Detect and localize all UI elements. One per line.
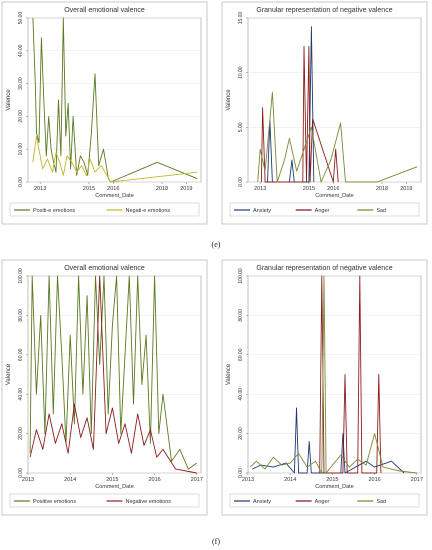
x-tick-label: 2013 [22, 477, 34, 483]
legend-entry: Negati-e emotions [126, 208, 171, 214]
x-tick-label: 2015 [326, 477, 338, 483]
x-axis-label: Comment_Date [315, 484, 354, 490]
caption-f: (f) [212, 537, 220, 546]
y-tick-label: 60.00 [238, 348, 244, 361]
y-tick-label: 40.00 [18, 44, 24, 57]
legend-box [9, 202, 200, 217]
legend-box [229, 202, 420, 217]
y-tick-label: 5.00 [238, 122, 244, 132]
legend-entry: Anxiety [253, 208, 271, 214]
y-axis-label: Valence [226, 363, 232, 385]
legend-box [9, 493, 200, 508]
x-tick-label: 2015 [106, 477, 118, 483]
y-tick-label: 30.00 [18, 77, 24, 90]
chart-title: Overall emotional valence [64, 7, 145, 14]
x-axis-label: Comment_Date [95, 193, 134, 199]
chart-title: Granular representation of negative vale… [256, 7, 392, 14]
x-tick-label: 2017 [411, 477, 423, 483]
y-tick-label: 0.00 [18, 177, 24, 187]
series-line-0 [252, 407, 405, 474]
x-tick-label: 2013 [254, 186, 266, 192]
x-tick-label: 2018 [376, 186, 388, 192]
x-tick-label: 2017 [191, 477, 203, 483]
legend-entry: Anger [315, 208, 330, 214]
y-tick-label: 15.00 [238, 12, 244, 25]
y-tick-label: 0.00 [238, 468, 244, 478]
y-tick-label: 0.00 [18, 468, 24, 478]
chart-title: Overall emotional valence [64, 265, 145, 272]
series-line-1 [29, 275, 197, 474]
x-axis-label: Comment_Date [95, 484, 134, 490]
x-tick-label: 2016 [107, 186, 119, 192]
y-tick-label: 20.00 [18, 110, 24, 123]
y-tick-label: 50.00 [18, 12, 24, 25]
legend-entry: Negative emotions [126, 499, 172, 505]
y-tick-label: 40.00 [238, 388, 244, 401]
y-tick-label: 10.00 [238, 66, 244, 79]
chart-title: Granular representation of negative vale… [256, 265, 392, 272]
chart-panel-0: Overall emotional valence 0.00 10.00 20.00 3… [1, 1, 208, 225]
plot-area [27, 17, 202, 183]
series-line-1 [32, 135, 198, 183]
x-tick-label: 2014 [284, 477, 296, 483]
series-line-0 [29, 275, 198, 470]
y-tick-label: 100.00 [18, 268, 24, 284]
x-tick-label: 2015 [303, 186, 315, 192]
legend-box [229, 493, 420, 508]
series-line-0 [267, 26, 315, 183]
x-tick-label: 2016 [368, 477, 380, 483]
x-tick-label: 2018 [156, 186, 168, 192]
x-tick-label: 2019 [180, 186, 192, 192]
legend-entry: Sad [376, 208, 386, 214]
legend-entry: Anxiety [253, 499, 271, 505]
y-axis-label: Valence [6, 89, 12, 111]
x-tick-label: 2016 [148, 477, 160, 483]
x-tick-label: 2014 [64, 477, 76, 483]
series-line-2 [257, 91, 418, 183]
y-tick-label: 20.00 [18, 427, 24, 440]
legend-entry: Positi-e emotions [33, 208, 75, 214]
series-line-2 [249, 275, 417, 474]
y-axis-label: Valence [6, 363, 12, 385]
series-line-1 [319, 275, 382, 474]
chart-panel-2: Overall emotional valence 0.00 20.00 40.00 6… [1, 259, 208, 516]
x-tick-label: 2015 [83, 186, 95, 192]
x-axis-label: Comment_Date [315, 193, 354, 199]
x-tick-label: 2013 [242, 477, 254, 483]
caption-e: (e) [211, 240, 221, 249]
y-axis-label: Valence [226, 89, 232, 111]
y-tick-label: 60.00 [18, 348, 24, 361]
plot-area [247, 17, 422, 183]
x-tick-label: 2016 [327, 186, 339, 192]
y-tick-label: 100.00 [238, 268, 244, 284]
y-tick-label: 40.00 [18, 388, 24, 401]
series-line-0 [32, 17, 198, 183]
chart-panel-1: Granular representation of negative vale… [221, 1, 428, 225]
x-tick-label: 2013 [34, 186, 46, 192]
chart-panel-3: Granular representation of negative vale… [221, 259, 428, 516]
legend-entry: Anger [315, 499, 330, 505]
legend-entry: Positive emotions [33, 499, 76, 505]
legend-entry: Sad [376, 499, 386, 505]
plot-area [247, 275, 422, 474]
y-tick-label: 20.00 [238, 427, 244, 440]
y-tick-label: 0.00 [238, 177, 244, 187]
x-tick-label: 2019 [400, 186, 412, 192]
y-tick-label: 10.00 [18, 143, 24, 156]
y-tick-label: 80.00 [18, 309, 24, 322]
y-tick-label: 80.00 [238, 309, 244, 322]
